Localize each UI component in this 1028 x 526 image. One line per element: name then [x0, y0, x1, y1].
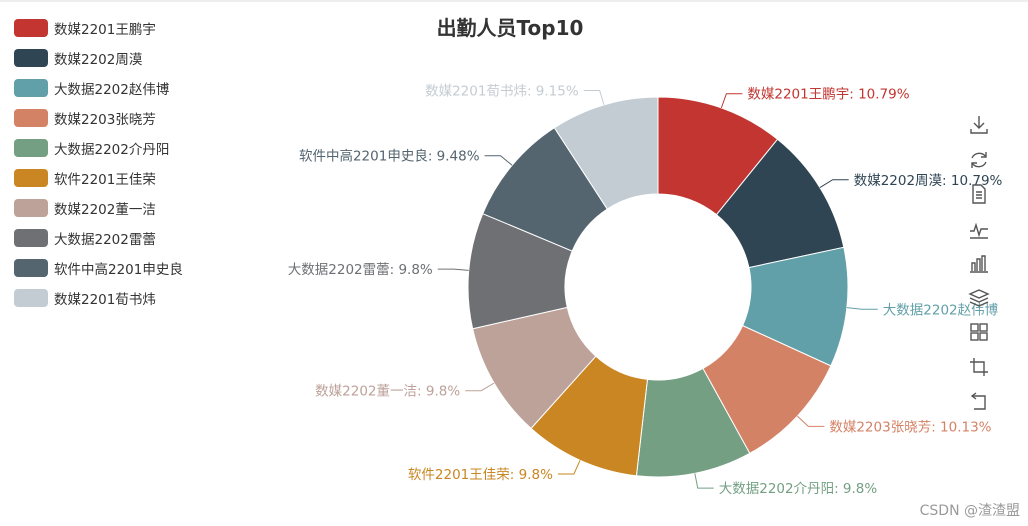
legend-swatch — [14, 139, 48, 157]
legend-label: 软件中高2201申史良 — [54, 262, 183, 278]
legend-item[interactable]: 数媒2203张晓芳 — [14, 103, 183, 133]
legend-item[interactable]: 软件中高2201申史良 — [14, 253, 183, 283]
label-line — [484, 155, 513, 166]
chart-title: 出勤人员Top10 — [436, 16, 584, 40]
slice-label: 数媒2201荀书炜: 9.15% — [425, 83, 579, 99]
slice-label: 数媒2203张晓芳: 10.13% — [829, 419, 991, 435]
legend-swatch — [14, 19, 48, 37]
legend-label: 数媒2202周漠 — [54, 52, 143, 68]
slice-label: 数媒2202周漠: 10.79% — [854, 173, 1003, 189]
label-line — [465, 382, 495, 392]
label-line — [797, 415, 825, 427]
chart-legend: 数媒2201王鹏宇 数媒2202周漠 大数据2202赵伟博 数媒2203张晓芳 … — [14, 13, 183, 313]
legend-swatch — [14, 289, 48, 307]
label-line — [846, 307, 878, 310]
legend-swatch — [14, 79, 48, 97]
zoom-button[interactable] — [962, 350, 996, 385]
legend-swatch — [14, 109, 48, 127]
stack-button[interactable] — [962, 281, 996, 316]
download-button[interactable] — [962, 108, 996, 143]
legend-item[interactable]: 数媒2201王鹏宇 — [14, 13, 183, 43]
legend-swatch — [14, 49, 48, 67]
legend-item[interactable]: 大数据2202赵伟博 — [14, 73, 183, 103]
legend-swatch — [14, 229, 48, 247]
slice-label: 数媒2201王鹏宇: 10.79% — [747, 87, 909, 103]
slice-label: 软件中高2201申史良: 9.48% — [299, 148, 480, 165]
slice-label: 数媒2202董一洁: 9.8% — [315, 384, 460, 400]
line-chart-icon — [970, 222, 988, 239]
download-icon — [970, 116, 988, 134]
top-divider — [0, 0, 1028, 2]
legend-item[interactable]: 大数据2202雷蕾 — [14, 223, 183, 253]
legend-item[interactable]: 数媒2202周漠 — [14, 43, 183, 73]
legend-item[interactable]: 软件2201王佳荣 — [14, 163, 183, 193]
refresh-icon — [971, 151, 987, 168]
slice-label: 大数据2202雷蕾: 9.8% — [288, 262, 433, 278]
slice-label: 大数据2202赵伟博 — [883, 301, 999, 318]
bar-chart-button[interactable] — [962, 246, 996, 281]
legend-item[interactable]: 数媒2201荀书炜 — [14, 283, 183, 313]
pie-slice[interactable] — [553, 96, 659, 210]
zoom-reset-button[interactable] — [962, 384, 996, 419]
legend-label: 大数据2202赵伟博 — [54, 82, 170, 98]
label-line — [557, 460, 581, 475]
watermark: CSDN @渣渣盟 — [919, 503, 1020, 519]
tiled-button[interactable] — [962, 315, 996, 350]
data-view-icon — [972, 184, 986, 204]
legend-label: 大数据2202雷蕾 — [54, 232, 156, 248]
bar-chart-icon — [970, 255, 988, 273]
label-line — [583, 89, 605, 105]
label-line — [694, 473, 714, 489]
line-chart-button[interactable] — [962, 212, 996, 247]
legend-item[interactable]: 大数据2202介丹阳 — [14, 133, 183, 163]
legend-label: 数媒2201荀书炜 — [54, 292, 156, 308]
zoom-icon — [970, 357, 988, 376]
slice-label: 软件2201王佳荣: 9.8% — [408, 467, 553, 483]
legend-label: 软件2201王佳荣 — [54, 172, 156, 188]
legend-swatch — [14, 199, 48, 217]
legend-label: 数媒2201王鹏宇 — [54, 22, 156, 38]
chart-toolbox — [962, 108, 996, 419]
legend-label: 大数据2202介丹阳 — [54, 142, 170, 158]
legend-label: 数媒2203张晓芳 — [54, 112, 156, 128]
legend-swatch — [14, 259, 48, 277]
legend-label: 数媒2202董一洁 — [54, 202, 156, 218]
legend-item[interactable]: 数媒2202董一洁 — [14, 193, 183, 223]
label-line — [437, 268, 469, 271]
refresh-button[interactable] — [962, 143, 996, 178]
data-view-button[interactable] — [962, 177, 996, 212]
label-line — [819, 179, 849, 189]
stack-icon — [968, 288, 990, 307]
slice-label: 大数据2202介丹阳: 9.8% — [719, 481, 878, 497]
tiled-icon — [970, 323, 988, 341]
legend-swatch — [14, 169, 48, 187]
zoom-reset-icon — [970, 392, 986, 410]
label-line — [720, 93, 743, 109]
